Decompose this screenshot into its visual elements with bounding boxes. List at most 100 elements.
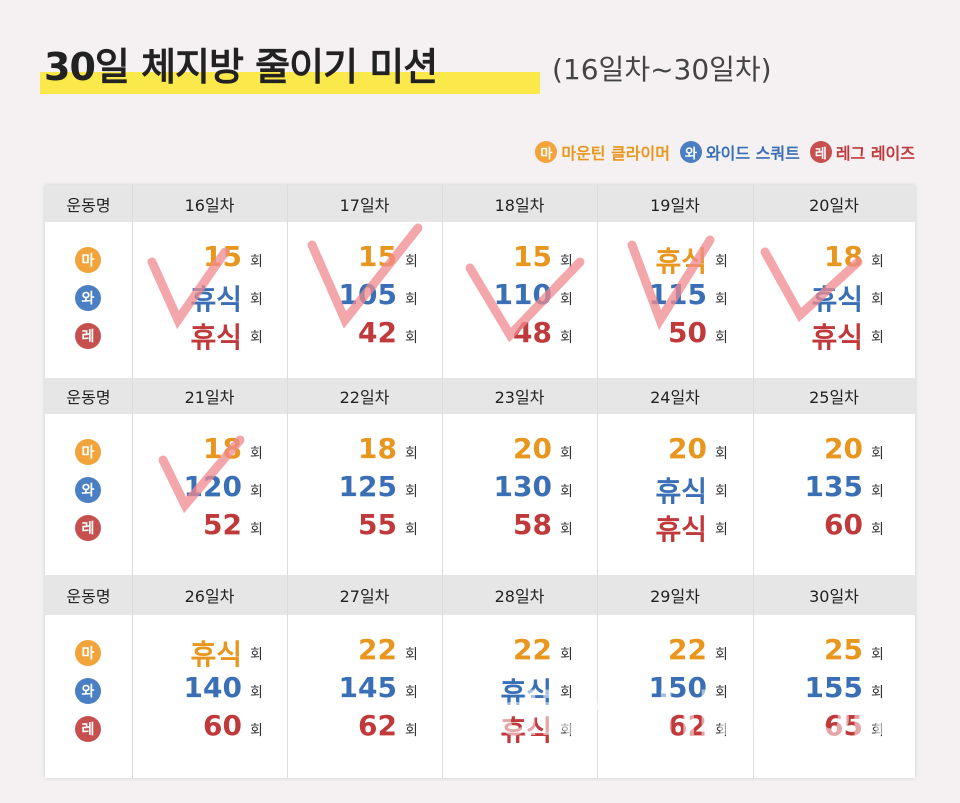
title-highlight [40, 72, 540, 94]
title: 30일 체지방 줄이기 미션 [44, 45, 438, 89]
day-header: 19일차 [650, 195, 700, 215]
day-header: 17일차 [339, 195, 390, 215]
day-header: 24일차 [650, 388, 700, 407]
cell-value: 22 [668, 633, 707, 666]
cell-unit: 회 [871, 330, 884, 346]
day-header: 27일차 [339, 587, 390, 606]
cell-unit: 회 [560, 685, 573, 701]
legend-item: 레 레그 레이즈 [809, 140, 915, 164]
column-divider [442, 185, 443, 378]
cell-unit: 회 [405, 647, 418, 663]
cell-unit: 회 [250, 292, 263, 308]
cell-value: 130 [493, 470, 552, 503]
cell-unit: 회 [715, 522, 728, 538]
legend-label: 와이드 스쿼트 [705, 144, 800, 163]
cell-value: 휴식 [811, 321, 863, 354]
cell-value: 20 [668, 432, 707, 465]
cell-value: 155 [804, 671, 863, 704]
column-divider [442, 575, 443, 778]
cell-value: 휴식 [500, 676, 552, 709]
cell-unit: 회 [871, 685, 884, 701]
column-divider [132, 378, 133, 575]
cell-value: 140 [183, 671, 242, 704]
watermark: dietshin.com [497, 680, 912, 750]
legend-label: 마운틴 클라이머 [561, 144, 670, 163]
row-badge: 와 [75, 285, 101, 311]
cell-unit: 회 [871, 522, 884, 538]
day-header: 21일차 [184, 388, 235, 407]
cell-value: 20 [513, 432, 552, 465]
row-badge: 마 [75, 247, 101, 273]
cell-value: 62 [668, 709, 707, 742]
header-label: 운동명 [66, 195, 111, 215]
cell-value: 58 [513, 508, 552, 541]
column-divider [132, 575, 133, 778]
table: 운동명 16일차 17일차 18일차 19일차 20일차 마 15 회 15 회 15 회 휴식 회 18 회 와… [45, 185, 915, 778]
legend-badge: 마 [535, 141, 558, 163]
column-divider [597, 378, 598, 575]
row-badge: 와 [75, 477, 101, 503]
cell-unit: 회 [250, 254, 263, 270]
cell-unit: 회 [405, 685, 418, 701]
cell-unit: 회 [405, 254, 418, 270]
cell-unit: 회 [405, 446, 418, 462]
day-header: 25일차 [809, 388, 859, 407]
header-label: 운동명 [66, 587, 111, 606]
column-divider [442, 378, 443, 575]
cell-unit: 회 [560, 723, 573, 739]
day-header: 26일차 [184, 587, 235, 606]
cell-value: 휴식 [190, 638, 242, 671]
row-badge: 마 [75, 439, 101, 465]
header-row: 운동명 16일차 17일차 18일차 19일차 20일차 [45, 185, 915, 222]
cell-unit: 회 [715, 723, 728, 739]
day-header: 23일차 [494, 388, 545, 407]
cell-unit: 회 [405, 292, 418, 308]
cell-unit: 회 [560, 647, 573, 663]
column-divider [287, 185, 288, 378]
cell-unit: 회 [715, 484, 728, 500]
subtitle: (16일차~30일차) [552, 53, 772, 86]
cell-value: 20 [824, 432, 863, 465]
legend: 마 마운틴 클라이머 와 와이드 스쿼트 레 레그 레이즈 [535, 140, 915, 164]
cell-unit: 회 [405, 723, 418, 739]
row-badge: 레 [75, 716, 101, 742]
cell-value: 42 [358, 316, 397, 349]
cell-value: 55 [358, 508, 397, 541]
cell-value: 휴식 [655, 513, 707, 546]
cell-unit: 회 [560, 484, 573, 500]
day-header: 29일차 [650, 587, 700, 606]
header-row: 운동명 21일차 22일차 23일차 24일차 25일차 [45, 378, 915, 414]
cell-value: 15 [513, 240, 552, 273]
column-divider [287, 378, 288, 575]
cell-value: 60 [824, 508, 863, 541]
column-divider [753, 575, 754, 778]
cell-value: 60 [203, 709, 242, 742]
row-badge: 레 [75, 323, 101, 349]
cell-value: 50 [668, 316, 707, 349]
cell-unit: 회 [715, 330, 728, 346]
cell-value: 125 [338, 470, 397, 503]
cell-value: 25 [824, 633, 863, 666]
cell-value: 52 [203, 508, 242, 541]
cell-value: 135 [804, 470, 863, 503]
column-divider [753, 185, 754, 378]
cell-unit: 회 [715, 254, 728, 270]
day-header: 28일차 [494, 587, 545, 606]
cell-unit: 회 [560, 446, 573, 462]
row-badge: 마 [75, 640, 101, 666]
column-divider [132, 185, 133, 378]
cell-unit: 회 [560, 292, 573, 308]
cell-value: 18 [358, 432, 397, 465]
cell-unit: 회 [871, 292, 884, 308]
legend-badge: 와 [679, 141, 702, 163]
cell-unit: 회 [871, 254, 884, 270]
day-header: 18일차 [494, 195, 545, 215]
cell-unit: 회 [715, 647, 728, 663]
cell-unit: 회 [560, 254, 573, 270]
cell-unit: 회 [405, 484, 418, 500]
day-header: 16일차 [184, 195, 235, 215]
cell-unit: 회 [250, 484, 263, 500]
cell-unit: 회 [871, 647, 884, 663]
cell-value: 150 [648, 671, 707, 704]
cell-value: 휴식 [190, 321, 242, 354]
